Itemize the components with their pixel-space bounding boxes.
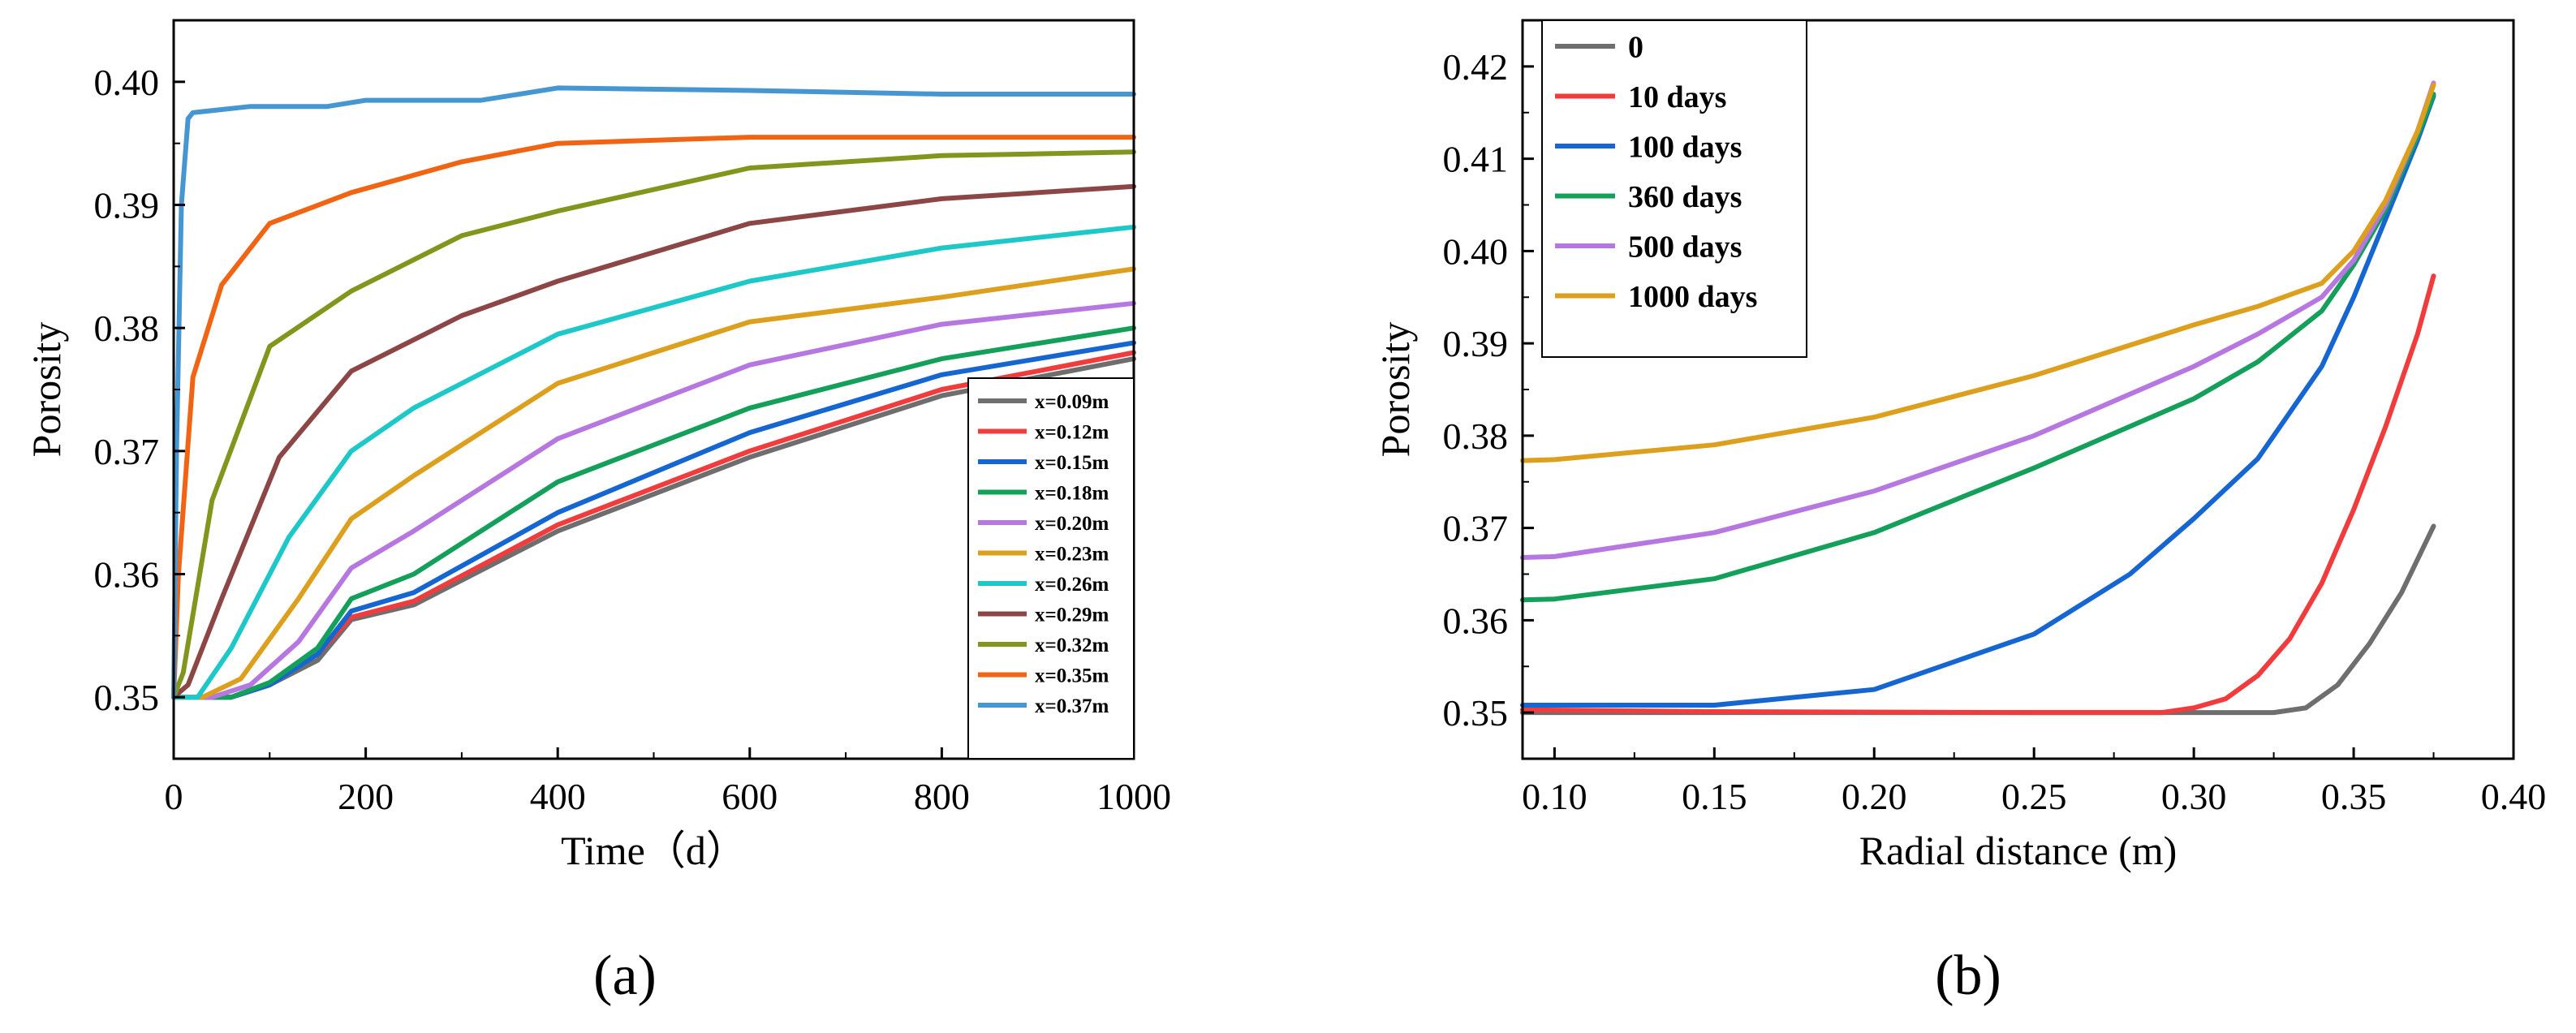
panel-b-x-tick-label: 0.25 bbox=[2001, 776, 2067, 817]
panel-b-x-axis-label: Radial distance (m) bbox=[1859, 828, 2178, 873]
panel-a-y-tick-label: 0.40 bbox=[94, 62, 160, 103]
panel-a-y-tick-label: 0.39 bbox=[94, 185, 160, 226]
panel-a-y-tick-label: 0.38 bbox=[94, 308, 160, 349]
panel-a-series-line bbox=[171, 135, 1136, 700]
panel-a-legend-entry: x=0.12m bbox=[1035, 421, 1109, 443]
panel-b-legend-entry: 0 bbox=[1628, 30, 1643, 64]
panel-b-legend-entry: 360 days bbox=[1628, 180, 1742, 214]
panel-b-y-tick-label: 0.41 bbox=[1443, 139, 1509, 180]
panel-a-x-tick-label: 600 bbox=[722, 776, 778, 817]
panel-b-y-tick-label: 0.42 bbox=[1443, 46, 1509, 88]
panel-a-y-tick-label: 0.35 bbox=[94, 677, 160, 718]
panel-a-legend-entry: x=0.20m bbox=[1035, 513, 1109, 535]
panel-b-x-tick-label: 0.40 bbox=[2481, 776, 2547, 817]
panel-a-legend-entry: x=0.18m bbox=[1035, 482, 1109, 504]
panel-b-x-tick-label: 0.15 bbox=[1682, 776, 1747, 817]
panel-b-x-tick-label: 0.30 bbox=[2161, 776, 2227, 817]
panel-b-chart: 0.10 0.15 0.20 0.25 0.30 0.35 0.40 0.35 0.36 0.37… bbox=[1372, 19, 2547, 873]
panel-a-y-tick-label: 0.37 bbox=[94, 431, 160, 472]
panel-a-legend-entry: x=0.29m bbox=[1035, 604, 1109, 626]
panel-b-legend-entry: 1000 days bbox=[1628, 280, 1757, 314]
panel-a-legend-entry: x=0.32m bbox=[1035, 635, 1109, 656]
panel-a-x-tick-label: 800 bbox=[914, 776, 970, 817]
panel-a-y-tick-label: 0.36 bbox=[94, 554, 160, 596]
panel-label-a: (a) bbox=[593, 945, 657, 1007]
panel-a-series-line bbox=[171, 325, 1136, 700]
panel-a-series-line bbox=[171, 183, 1136, 700]
panel-a-legend-entry: x=0.35m bbox=[1035, 665, 1109, 687]
panel-b-x-tick-label: 0.35 bbox=[2321, 776, 2387, 817]
panel-b-y-tick-label: 0.37 bbox=[1443, 508, 1509, 549]
panel-b-series-line bbox=[1520, 273, 2436, 716]
panel-b-series-line bbox=[1520, 93, 2436, 708]
panel-b-y-tick-label: 0.38 bbox=[1443, 415, 1509, 457]
panel-b-x-tick-label: 0.20 bbox=[1842, 776, 1907, 817]
panel-a-series-line bbox=[171, 300, 1136, 700]
panel-b-y-axis-label: Porosity bbox=[1372, 322, 1418, 458]
panel-b-legend-entry: 500 days bbox=[1628, 230, 1742, 264]
panel-a-series-line bbox=[171, 224, 1136, 700]
panel-a-x-tick-label: 200 bbox=[338, 776, 394, 817]
panel-b-legend-entry: 100 days bbox=[1628, 130, 1742, 164]
panel-b-y-tick-label: 0.40 bbox=[1443, 230, 1509, 272]
panel-a-y-axis-label: Porosity bbox=[24, 322, 69, 458]
panel-b-y-tick-label: 0.35 bbox=[1443, 692, 1509, 734]
panel-b-y-tick-label: 0.36 bbox=[1443, 600, 1509, 641]
panel-a-legend-box bbox=[967, 377, 1135, 760]
panel-b-series-line bbox=[1520, 523, 2436, 716]
panel-a-legend-entry: x=0.37m bbox=[1035, 695, 1109, 717]
panel-a-x-tick-label: 0 bbox=[165, 776, 183, 817]
panel-b-legend-entry: 10 days bbox=[1628, 80, 1726, 114]
panel-b-series-line bbox=[1520, 82, 2436, 463]
panel-a-legend-entry: x=0.09m bbox=[1035, 391, 1109, 413]
panel-a-series-line bbox=[171, 149, 1136, 700]
panel-b-y-tick-label: 0.39 bbox=[1443, 323, 1509, 364]
panel-a-chart: 0 200 400 600 800 1000 0.35 0.36 0.37 0.38 0.39 0.4… bbox=[24, 19, 1171, 873]
panel-label-b: (b) bbox=[1935, 945, 2001, 1007]
panel-b-legend-box bbox=[1541, 19, 1807, 358]
panel-a-x-tick-label: 1000 bbox=[1096, 776, 1171, 817]
panel-a-legend-entry: x=0.15m bbox=[1035, 452, 1109, 474]
panel-a-legend-entry: x=0.26m bbox=[1035, 574, 1109, 596]
panel-b-x-tick-label: 0.10 bbox=[1522, 776, 1587, 817]
panel-a-x-axis-label: Time（d） bbox=[561, 828, 747, 873]
panel-a-legend-entry: x=0.23m bbox=[1035, 543, 1109, 565]
panel-a-x-tick-label: 400 bbox=[530, 776, 586, 817]
panel-a-series-line bbox=[171, 266, 1136, 700]
